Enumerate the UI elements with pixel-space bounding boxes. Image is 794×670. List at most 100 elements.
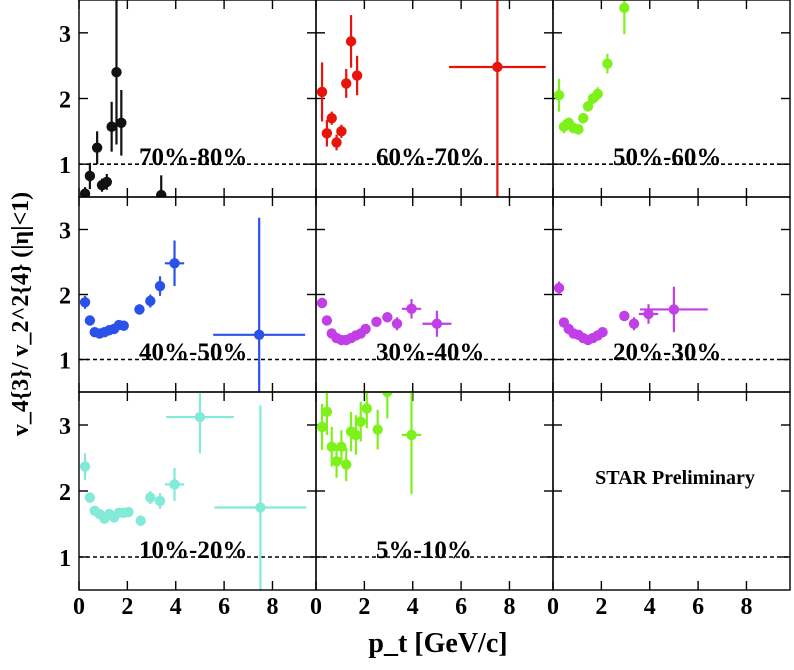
data-point — [134, 304, 145, 315]
data-point — [492, 61, 503, 73]
data-point — [355, 416, 366, 427]
x-tick-label: 4 — [170, 594, 182, 620]
data-points — [79, 0, 167, 197]
data-point — [382, 312, 393, 323]
data-point — [135, 515, 146, 526]
x-tick-label: 0 — [547, 594, 559, 620]
data-point — [84, 315, 96, 326]
x-tick-label: 6 — [692, 594, 704, 620]
panel-label: 30%-40% — [376, 339, 484, 366]
data-point — [351, 70, 363, 81]
panel-label: 50%-60% — [613, 144, 721, 171]
data-point — [84, 492, 96, 503]
data-point — [361, 403, 372, 414]
data-point — [321, 128, 333, 139]
data-point — [326, 113, 337, 124]
panel-3: 50%-60% — [552, 0, 791, 198]
data-point — [145, 492, 156, 503]
y-tick-label: 3 — [59, 219, 71, 245]
data-point — [145, 295, 156, 307]
y-tick-label: 2 — [59, 88, 71, 114]
panel-9 — [552, 391, 791, 591]
x-tick-label: 8 — [740, 594, 752, 620]
data-point — [91, 142, 103, 153]
data-point — [336, 126, 347, 137]
x-tick-label: 6 — [455, 594, 467, 620]
data-point — [345, 36, 357, 47]
data-point — [84, 170, 96, 182]
data-point — [341, 78, 352, 89]
data-points — [79, 217, 306, 392]
x-tick-label: 2 — [595, 594, 607, 620]
panel-label: 70%-80% — [139, 144, 247, 171]
y-tick-label: 1 — [59, 349, 71, 375]
data-point — [316, 297, 328, 309]
data-point — [316, 86, 328, 98]
data-point — [336, 441, 347, 452]
panel-1: 70%-80% — [78, 0, 317, 198]
panel-5: 30%-40% — [315, 196, 554, 393]
data-point — [643, 308, 654, 320]
data-point — [79, 461, 91, 472]
data-point — [169, 479, 180, 490]
x-tick-label: 4 — [407, 594, 419, 620]
x-tick-label: 2 — [358, 594, 370, 620]
data-points — [316, 297, 452, 346]
data-points — [553, 0, 630, 135]
data-point — [154, 495, 166, 507]
panel-8: 5%-10% — [315, 391, 554, 591]
y-tick-label: 3 — [59, 414, 71, 440]
panel-label: 10%-20% — [139, 537, 247, 564]
data-point — [602, 58, 613, 69]
panel-label: 40%-50% — [139, 339, 247, 366]
data-point — [406, 429, 417, 441]
data-point — [668, 304, 680, 315]
data-point — [382, 392, 393, 398]
data-point — [321, 406, 333, 417]
data-point — [154, 280, 166, 292]
data-point — [116, 117, 127, 128]
data-point — [628, 318, 640, 329]
data-point — [578, 113, 589, 124]
x-tick-label: 6 — [218, 594, 230, 620]
data-point — [79, 297, 91, 308]
y-tick-label: 2 — [59, 480, 71, 506]
data-point — [331, 137, 342, 148]
data-point — [331, 456, 342, 467]
data-point — [619, 2, 630, 14]
x-tick-label: 8 — [266, 594, 278, 620]
panels-layer: 70%-80% 1 2 3 60%-70% 50%-60% 40%-50% 1 2 3 30%-40… — [59, 0, 791, 620]
y-tick-label: 1 — [59, 153, 71, 179]
x-tick-label: 0 — [310, 594, 322, 620]
data-point — [372, 424, 383, 435]
data-point — [326, 441, 337, 452]
panel-frame — [552, 391, 791, 591]
data-point — [253, 329, 265, 340]
data-point — [391, 318, 403, 329]
data-point — [106, 121, 117, 132]
data-point — [592, 88, 603, 100]
data-point — [371, 316, 382, 327]
data-point — [350, 429, 362, 441]
y-tick-label: 1 — [59, 546, 71, 572]
x-tick-label: 2 — [121, 594, 133, 620]
data-point — [573, 124, 584, 135]
data-point — [406, 303, 417, 314]
data-point — [156, 189, 167, 197]
data-point — [101, 176, 113, 188]
panel-label: 60%-70% — [376, 144, 484, 171]
panel-label: 20%-30% — [613, 339, 721, 366]
data-point — [360, 323, 371, 335]
data-points — [316, 0, 546, 197]
data-point — [597, 327, 608, 338]
data-point — [169, 258, 180, 269]
data-point — [255, 502, 266, 513]
data-point — [431, 318, 443, 329]
data-point — [321, 315, 333, 326]
panel-2: 60%-70% — [315, 0, 554, 198]
y-axis-label: v_4{3}/ v_2^2{4} (|η|<1) — [8, 192, 34, 436]
data-points — [553, 281, 708, 346]
data-points — [316, 392, 422, 495]
star-preliminary-annotation: STAR Preliminary — [595, 467, 755, 489]
data-point — [619, 310, 630, 322]
